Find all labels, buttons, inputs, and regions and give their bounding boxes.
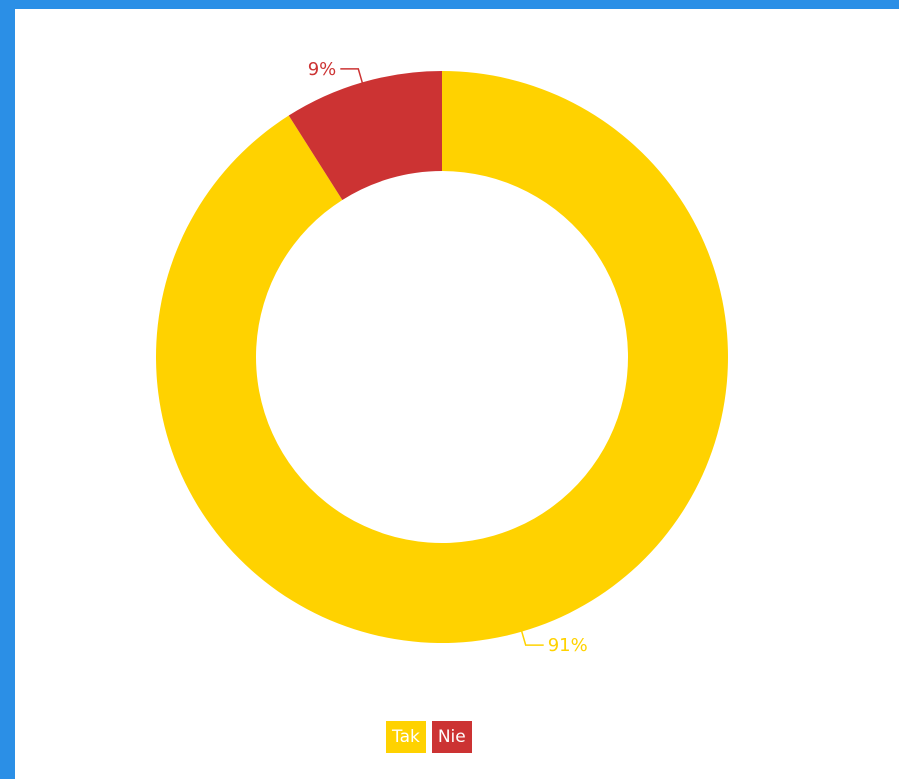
leader-line-nie xyxy=(340,68,365,87)
slice-label-tak: 91% xyxy=(548,635,588,656)
slice-tak[interactable] xyxy=(155,71,729,643)
legend-item-nie[interactable]: Nie xyxy=(431,721,472,753)
leader-line-tak xyxy=(519,627,544,646)
slice-label-nie: 9% xyxy=(308,59,337,80)
chart-panel: 91% 9% Tak Nie xyxy=(15,9,899,779)
slice-nie[interactable] xyxy=(288,71,442,200)
donut-chart: 91% 9% xyxy=(155,59,729,656)
donut-slices xyxy=(155,71,729,643)
legend-item-tak[interactable]: Tak xyxy=(386,721,426,753)
slice-labels: 91% 9% xyxy=(308,59,588,656)
chart-legend: Tak Nie xyxy=(386,721,472,753)
